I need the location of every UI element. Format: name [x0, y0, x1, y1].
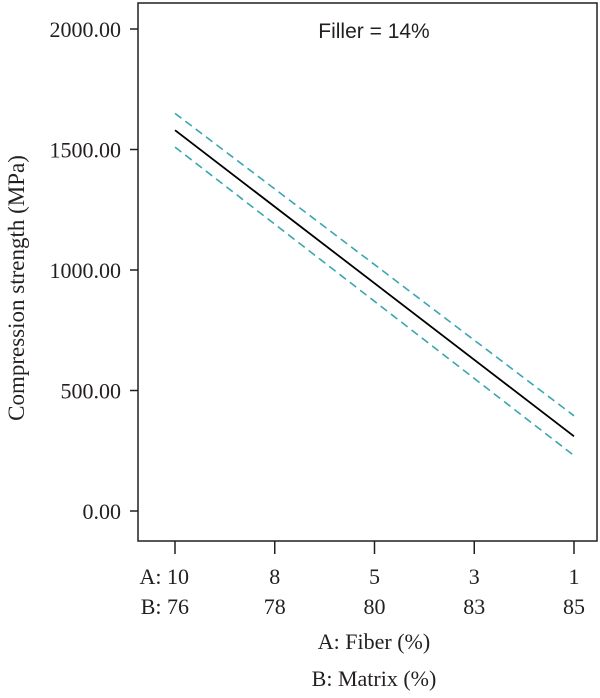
x-tick-label-matrix: 83	[463, 594, 485, 619]
y-tick-label: 1500.00	[50, 138, 122, 163]
plot-frame	[137, 2, 598, 542]
y-tick-label: 2000.00	[50, 17, 122, 42]
y-axis-label: Compression strength (MPa)	[4, 155, 29, 421]
x-tick-label-fiber: 1	[569, 564, 580, 589]
x-axis-label-b: B: Matrix (%)	[312, 666, 437, 691]
x-tick-label-fiber: 5	[369, 564, 380, 589]
y-axis: 0.00 500.00 1000.00 1500.00 2000.00	[50, 17, 138, 524]
filler-annotation: Filler = 14%	[318, 20, 429, 43]
x-tick-label-matrix: 80	[364, 594, 386, 619]
series-line-upper-bound	[174, 112, 575, 417]
x-tick-label-matrix: B: 76	[141, 594, 189, 619]
y-tick-label: 1000.00	[50, 258, 122, 283]
x-tick-label-fiber: A: 10	[140, 564, 190, 589]
x-tick-label-matrix: 78	[264, 594, 286, 619]
series-group	[174, 112, 575, 457]
x-tick-label-matrix: 85	[563, 594, 585, 619]
x-tick-label-fiber: 3	[469, 564, 480, 589]
y-tick-label: 500.00	[61, 379, 122, 404]
x-axis: A: 10 B: 76 8 78 5 80 3 83 1 85	[140, 541, 585, 619]
series-line-prediction	[174, 129, 575, 438]
y-tick-label: 0.00	[83, 499, 122, 524]
series-line-lower-bound	[174, 146, 575, 457]
x-tick-label-fiber: 8	[269, 564, 280, 589]
x-axis-label-a: A: Fiber (%)	[318, 629, 430, 654]
